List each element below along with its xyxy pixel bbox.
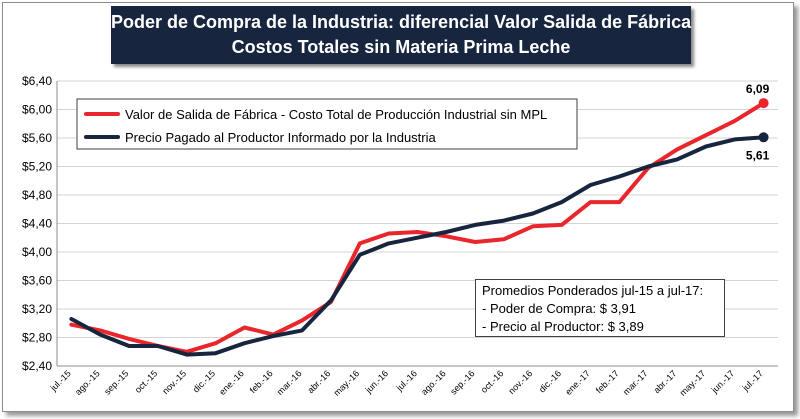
y-tick-label: $5,20: [22, 160, 52, 174]
x-tick-label: sep.-16: [448, 368, 476, 396]
end-marker: [758, 98, 769, 109]
end-data-label: 5,61: [746, 148, 770, 162]
annotation-purchasing-power: - Poder de Compra: $ 3,91: [482, 301, 636, 316]
y-tick-label: $4,80: [22, 188, 52, 202]
x-tick-label: jul.-17: [740, 368, 765, 393]
x-tick-label: ene.-16: [217, 368, 246, 397]
y-tick-label: $3,20: [22, 302, 52, 316]
x-tick-label: oct.-16: [479, 368, 506, 395]
x-tick-label: ago.-15: [73, 368, 102, 397]
x-tick-label: mar.-17: [621, 368, 650, 397]
x-tick-label: abr.-16: [306, 368, 333, 395]
x-tick-label: dic.-16: [537, 368, 563, 394]
chart-title: Poder de Compra de la Industria: diferen…: [111, 6, 703, 64]
x-tick-label: dic.-15: [191, 368, 217, 394]
legend-label: Precio Pagado al Productor Informado por…: [125, 130, 437, 145]
x-tick-label: ago.-16: [419, 368, 448, 397]
x-tick-label: abr.-17: [652, 368, 679, 395]
chart-frame: [2, 2, 794, 412]
x-tick-label: may.-17: [678, 368, 708, 398]
x-tick-label: oct.-15: [133, 368, 160, 395]
y-tick-label: $2,40: [22, 359, 52, 373]
y-tick-label: $4,40: [22, 217, 52, 231]
chart-title-line-2: Costos Totales sin Materia Prima Leche: [231, 37, 571, 57]
x-tick-label: mar.-16: [275, 368, 304, 397]
y-tick-label: $4,00: [22, 245, 52, 259]
y-tick-label: $6,40: [22, 74, 52, 88]
x-tick-label: nov.-15: [160, 368, 188, 396]
x-tick-label: may.-16: [332, 368, 362, 398]
end-data-label: 6,09: [746, 82, 770, 96]
annotation-heading: Promedios Ponderados jul-15 a jul-17:: [482, 283, 704, 298]
x-tick-label: jun.-17: [709, 368, 736, 395]
x-tick-label: feb.-17: [594, 368, 621, 395]
legend-label: Valor de Salida de Fábrica - Costo Total…: [125, 107, 547, 122]
x-tick-label: feb.-16: [248, 368, 275, 395]
x-tick-label: jun.-16: [363, 368, 390, 395]
y-tick-label: $6,00: [22, 103, 52, 117]
x-tick-label: ene.-17: [563, 368, 592, 397]
y-tick-label: $2,80: [22, 331, 52, 345]
end-marker: [758, 132, 769, 143]
y-tick-label: $5,60: [22, 131, 52, 145]
x-tick-label: jul.-16: [394, 368, 419, 393]
x-tick-label: sep.-15: [102, 368, 130, 396]
x-tick-label: nov.-16: [506, 368, 534, 396]
averages-annotation: Promedios Ponderados jul-15 a jul-17: - …: [475, 279, 725, 337]
chart-title-line-1: Poder de Compra de la Industria: diferen…: [111, 12, 703, 32]
y-tick-label: $3,60: [22, 274, 52, 288]
legend-box: [76, 98, 578, 150]
annotation-producer-price: - Precio al Productor: $ 3,89: [482, 319, 644, 334]
series-line-precio-productor: [69, 135, 766, 357]
